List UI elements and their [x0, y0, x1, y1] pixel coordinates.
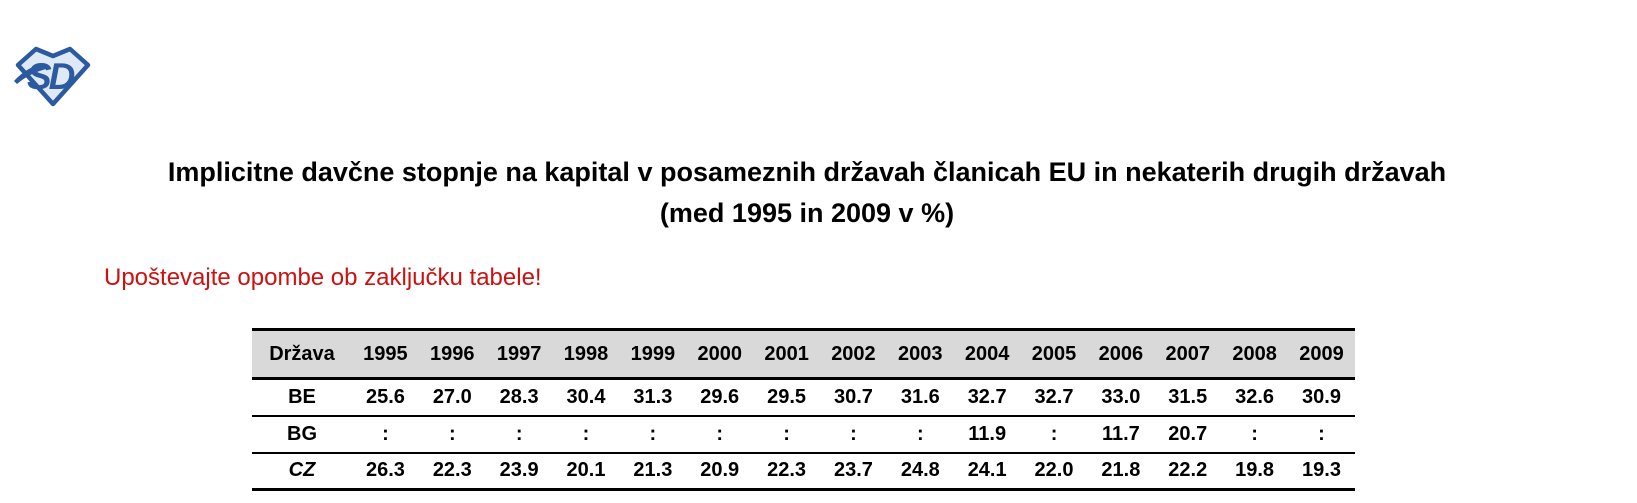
- value-cell: 31.6: [900, 385, 940, 408]
- column-header-year: 2004: [964, 342, 1010, 365]
- column-header-year: 1995: [363, 342, 408, 365]
- value-cell: 24.8: [900, 459, 940, 482]
- value-cell: 24.1: [967, 459, 1007, 482]
- logo-letters: SD: [27, 56, 75, 97]
- title-line-2: (med 1995 in 2009 v %): [659, 198, 955, 228]
- table-header-row: Država 1995 1996 1997 1998 1999 2000 2001 2002 20…: [252, 329, 1355, 379]
- column-header-year: 2009: [1299, 342, 1344, 365]
- value-cell: 20.7: [1168, 422, 1208, 445]
- table-row: BE 25.6 27.0 28.3 30.4 31.3 29.6 29.5 30.7 31.6 32…: [252, 379, 1355, 416]
- value-cell: 23.7: [833, 459, 873, 482]
- value-cell: :: [448, 422, 456, 445]
- value-cell: 32.7: [1034, 385, 1074, 408]
- country-code: CZ: [288, 459, 316, 482]
- value-cell: 22.0: [1034, 459, 1074, 482]
- value-cell: :: [382, 422, 389, 445]
- value-cell: 26.3: [365, 459, 405, 482]
- value-cell: :: [916, 422, 924, 445]
- value-cell: 22.3: [432, 459, 472, 482]
- value-cell: :: [716, 422, 724, 445]
- column-header-year: 2003: [898, 342, 943, 365]
- value-cell: :: [1251, 422, 1258, 445]
- value-cell: 31.5: [1168, 385, 1208, 408]
- column-header-year: 1999: [630, 342, 676, 365]
- value-cell: 30.4: [566, 385, 606, 408]
- value-cell: :: [515, 422, 523, 445]
- column-header-year: 2008: [1232, 342, 1277, 365]
- value-cell: :: [1050, 422, 1058, 445]
- note-text: Upoštevajte opombe ob zaključku tabele!: [104, 264, 542, 291]
- value-cell: 21.8: [1101, 459, 1141, 482]
- value-cell: 32.7: [967, 385, 1007, 408]
- title-line-1: Implicitne davčne stopnje na kapital v p…: [167, 157, 1447, 187]
- value-cell: 20.9: [700, 459, 740, 482]
- value-cell: 33.0: [1101, 385, 1141, 408]
- value-cell: 25.6: [365, 385, 405, 408]
- column-header-year: 1996: [430, 342, 475, 365]
- column-header-year: 2006: [1098, 342, 1144, 365]
- value-cell: 21.3: [633, 459, 673, 482]
- column-header-year: 2000: [697, 342, 742, 365]
- value-cell: 29.6: [700, 385, 740, 408]
- logo-swoosh: [14, 63, 46, 84]
- table-row: BG::::::::: 11.9: 11.7 20.7::: [252, 416, 1355, 453]
- value-cell: 31.3: [633, 385, 673, 408]
- column-header-year: 2005: [1031, 342, 1077, 365]
- country-code: BE: [288, 385, 316, 408]
- column-header-country: Država: [269, 342, 335, 365]
- value-cell: 30.7: [833, 385, 873, 408]
- sd-logo-icon: SD: [14, 46, 91, 107]
- column-header-year: 1998: [563, 342, 609, 365]
- value-cell: 22.3: [767, 459, 807, 482]
- value-cell: 19.8: [1235, 459, 1275, 482]
- column-header-year: 2001: [764, 342, 809, 365]
- value-cell: 32.6: [1235, 385, 1275, 408]
- value-cell: :: [850, 422, 857, 445]
- table-row: CZ 26.3 22.3 23.9 20.1 21.3 20.9 22.3 23.7 24.8 24…: [252, 453, 1355, 490]
- value-cell: 20.1: [566, 459, 606, 482]
- logo-shield-shape: [15, 46, 91, 107]
- value-cell: :: [1318, 422, 1325, 445]
- value-cell: :: [783, 422, 790, 445]
- table-body: BE 25.6 27.0 28.3 30.4 31.3 29.6 29.5 30.7 31.6 32…: [252, 379, 1355, 490]
- tax-rates-table: Država 1995 1996 1997 1998 1999 2000 2001 2002 20…: [252, 328, 1355, 491]
- value-cell: 19.3: [1302, 459, 1341, 482]
- document-title: Implicitne davčne stopnje na kapital v p…: [0, 152, 1614, 234]
- country-code: BG: [287, 422, 317, 445]
- value-cell: 27.0: [432, 385, 472, 408]
- column-header-year: 2002: [831, 342, 876, 365]
- value-cell: :: [649, 422, 657, 445]
- value-cell: :: [582, 422, 590, 445]
- value-cell: 22.2: [1168, 459, 1208, 482]
- value-cell: 11.7: [1101, 422, 1140, 445]
- column-header-year: 1997: [496, 342, 542, 365]
- value-cell: 11.9: [968, 422, 1007, 445]
- value-cell: 23.9: [499, 459, 539, 482]
- table-head: Država 1995 1996 1997 1998 1999 2000 2001 2002 20…: [252, 329, 1355, 379]
- column-header-year: 2007: [1165, 342, 1210, 365]
- value-cell: 30.9: [1302, 385, 1341, 408]
- value-cell: 28.3: [499, 385, 539, 408]
- value-cell: 29.5: [767, 385, 807, 408]
